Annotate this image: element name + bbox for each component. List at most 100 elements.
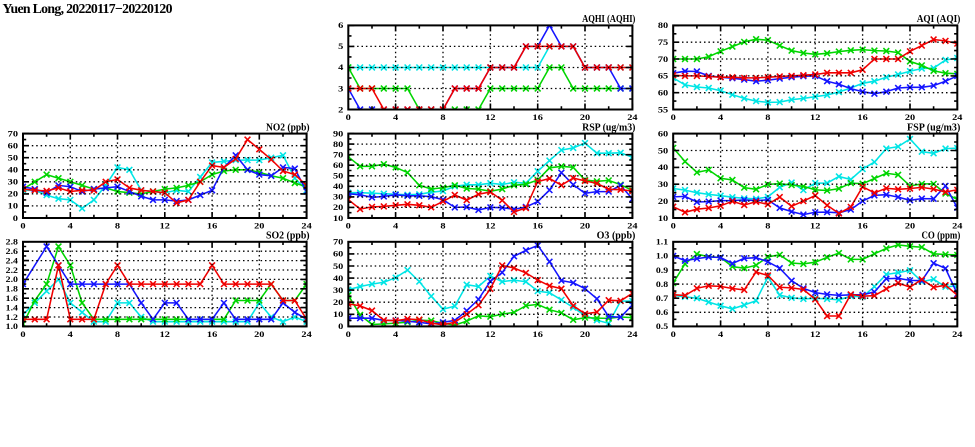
- svg-text:12: 12: [160, 221, 170, 231]
- svg-text:16: 16: [207, 221, 218, 231]
- svg-text:16: 16: [857, 221, 868, 231]
- svg-text:FSP (ug/m3): FSP (ug/m3): [907, 122, 960, 133]
- svg-text:30: 30: [333, 192, 343, 202]
- svg-text:2.8: 2.8: [6, 237, 19, 247]
- svg-text:8: 8: [115, 329, 121, 339]
- svg-text:80: 80: [333, 139, 343, 149]
- svg-text:24: 24: [627, 112, 638, 122]
- svg-text:0.8: 0.8: [656, 279, 669, 289]
- svg-text:2.4: 2.4: [6, 255, 19, 265]
- svg-text:40: 40: [333, 273, 343, 283]
- svg-text:50: 50: [333, 261, 343, 271]
- svg-text:60: 60: [8, 141, 18, 151]
- svg-text:4: 4: [393, 112, 399, 122]
- svg-text:0: 0: [671, 329, 676, 339]
- svg-text:3: 3: [338, 83, 343, 93]
- svg-text:60: 60: [658, 128, 668, 138]
- svg-text:70: 70: [333, 150, 343, 160]
- svg-text:8: 8: [440, 329, 446, 339]
- svg-text:0: 0: [346, 221, 351, 231]
- svg-text:10: 10: [333, 213, 343, 223]
- svg-text:12: 12: [485, 221, 495, 231]
- svg-text:20: 20: [658, 196, 668, 206]
- svg-text:0.5: 0.5: [656, 321, 668, 331]
- svg-text:O3 (ppb): O3 (ppb): [597, 231, 636, 242]
- svg-text:10: 10: [658, 213, 668, 223]
- svg-text:20: 20: [580, 112, 590, 122]
- svg-text:50: 50: [658, 145, 668, 155]
- svg-text:4: 4: [393, 221, 399, 231]
- svg-text:16: 16: [857, 329, 868, 339]
- svg-text:0: 0: [671, 112, 676, 122]
- svg-text:70: 70: [658, 54, 668, 64]
- svg-text:8: 8: [440, 221, 446, 231]
- svg-text:0.7: 0.7: [656, 293, 669, 303]
- svg-text:8: 8: [440, 112, 446, 122]
- svg-text:0: 0: [346, 329, 351, 339]
- svg-text:20: 20: [333, 297, 343, 307]
- svg-text:0: 0: [13, 213, 18, 223]
- svg-text:4: 4: [718, 112, 724, 122]
- svg-text:10: 10: [8, 201, 18, 211]
- svg-text:0: 0: [671, 221, 676, 231]
- svg-text:2.2: 2.2: [6, 265, 18, 275]
- svg-text:8: 8: [765, 329, 771, 339]
- svg-text:20: 20: [905, 112, 915, 122]
- svg-text:4: 4: [718, 221, 724, 231]
- svg-text:20: 20: [254, 329, 264, 339]
- svg-text:Yuen Long, 20220117−20220120: Yuen Long, 20220117−20220120: [3, 1, 173, 16]
- svg-text:1.2: 1.2: [6, 312, 18, 322]
- svg-text:AQI (AQI): AQI (AQI): [917, 14, 961, 25]
- svg-text:6: 6: [338, 20, 344, 30]
- svg-text:20: 20: [254, 221, 264, 231]
- svg-text:20: 20: [333, 202, 343, 212]
- svg-text:1.6: 1.6: [6, 293, 19, 303]
- svg-text:0: 0: [338, 321, 343, 331]
- svg-text:SO2 (ppb): SO2 (ppb): [266, 231, 310, 242]
- svg-text:CO (ppm): CO (ppm): [922, 231, 961, 242]
- svg-text:1.0: 1.0: [6, 321, 18, 331]
- svg-text:20: 20: [580, 329, 590, 339]
- svg-text:24: 24: [301, 221, 312, 231]
- svg-text:AQHI (AQHI): AQHI (AQHI): [582, 14, 635, 25]
- svg-text:12: 12: [810, 329, 820, 339]
- svg-text:8: 8: [765, 221, 771, 231]
- svg-text:0: 0: [20, 221, 25, 231]
- svg-text:20: 20: [8, 189, 18, 199]
- svg-text:16: 16: [533, 329, 544, 339]
- svg-text:1.0: 1.0: [656, 251, 668, 261]
- svg-text:8: 8: [765, 112, 771, 122]
- svg-text:30: 30: [333, 285, 343, 295]
- svg-text:24: 24: [627, 329, 638, 339]
- svg-text:2.6: 2.6: [6, 246, 19, 256]
- svg-text:65: 65: [658, 71, 668, 81]
- svg-text:0.9: 0.9: [656, 265, 668, 275]
- svg-text:20: 20: [580, 221, 590, 231]
- svg-text:0: 0: [20, 329, 25, 339]
- svg-text:12: 12: [485, 112, 495, 122]
- svg-text:24: 24: [952, 112, 963, 122]
- svg-text:16: 16: [207, 329, 218, 339]
- svg-text:1.4: 1.4: [6, 302, 19, 312]
- svg-text:60: 60: [333, 249, 343, 259]
- svg-text:NO2 (ppb): NO2 (ppb): [266, 122, 310, 133]
- svg-text:10: 10: [333, 309, 343, 319]
- svg-text:24: 24: [952, 329, 963, 339]
- svg-text:55: 55: [658, 104, 668, 114]
- svg-text:30: 30: [658, 179, 668, 189]
- svg-text:30: 30: [8, 177, 18, 187]
- svg-text:2: 2: [338, 104, 343, 114]
- svg-text:4: 4: [338, 62, 344, 72]
- svg-text:12: 12: [160, 329, 170, 339]
- svg-text:24: 24: [301, 329, 312, 339]
- svg-text:12: 12: [810, 221, 820, 231]
- svg-text:16: 16: [533, 112, 544, 122]
- svg-text:4: 4: [718, 329, 724, 339]
- svg-text:4: 4: [68, 329, 74, 339]
- svg-text:0: 0: [346, 112, 351, 122]
- svg-text:70: 70: [8, 128, 18, 138]
- svg-text:12: 12: [485, 329, 495, 339]
- svg-text:RSP (ug/m3): RSP (ug/m3): [582, 122, 635, 133]
- svg-text:50: 50: [333, 171, 343, 181]
- svg-text:4: 4: [68, 221, 74, 231]
